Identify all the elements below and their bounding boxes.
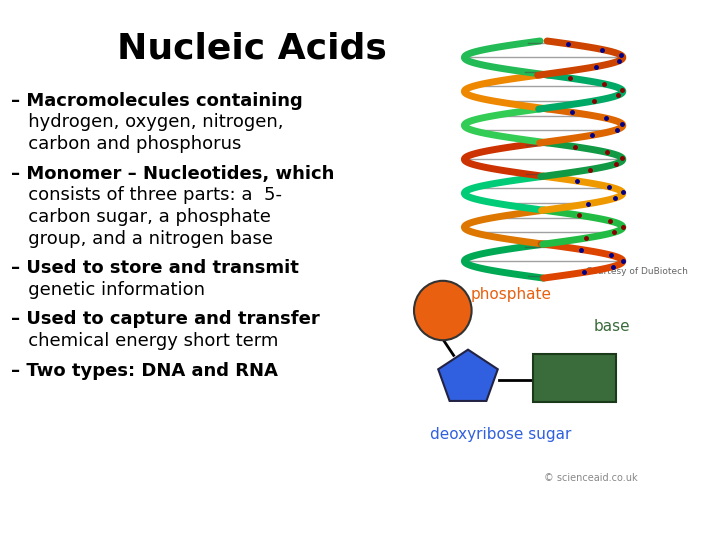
Text: – Monomer – Nucleotides, which: – Monomer – Nucleotides, which — [11, 165, 334, 183]
Text: deoxyribose sugar: deoxyribose sugar — [430, 427, 571, 442]
Text: base: base — [594, 319, 630, 334]
Text: phosphate: phosphate — [471, 287, 552, 302]
Text: chemical energy short term: chemical energy short term — [11, 332, 278, 350]
Text: – Used to capture and transfer: – Used to capture and transfer — [11, 310, 320, 328]
Text: consists of three parts: a  5-: consists of three parts: a 5- — [11, 186, 282, 204]
Ellipse shape — [414, 281, 472, 340]
Text: group, and a nitrogen base: group, and a nitrogen base — [11, 230, 273, 247]
Polygon shape — [438, 350, 498, 401]
Text: – Used to store and transmit: – Used to store and transmit — [11, 259, 299, 277]
Text: genetic information: genetic information — [11, 281, 204, 299]
Text: carbon sugar, a phosphate: carbon sugar, a phosphate — [11, 208, 271, 226]
Text: – Two types: DNA and RNA: – Two types: DNA and RNA — [11, 362, 278, 380]
Text: Courtesy of DuBiotech: Courtesy of DuBiotech — [586, 267, 688, 276]
Text: Nucleic Acids: Nucleic Acids — [117, 32, 387, 65]
Text: carbon and phosphorus: carbon and phosphorus — [11, 135, 241, 153]
FancyBboxPatch shape — [533, 354, 616, 402]
Text: – Macromolecules containing: – Macromolecules containing — [11, 92, 302, 110]
Text: © scienceaid.co.uk: © scienceaid.co.uk — [544, 473, 637, 483]
Text: hydrogen, oxygen, nitrogen,: hydrogen, oxygen, nitrogen, — [11, 113, 283, 131]
